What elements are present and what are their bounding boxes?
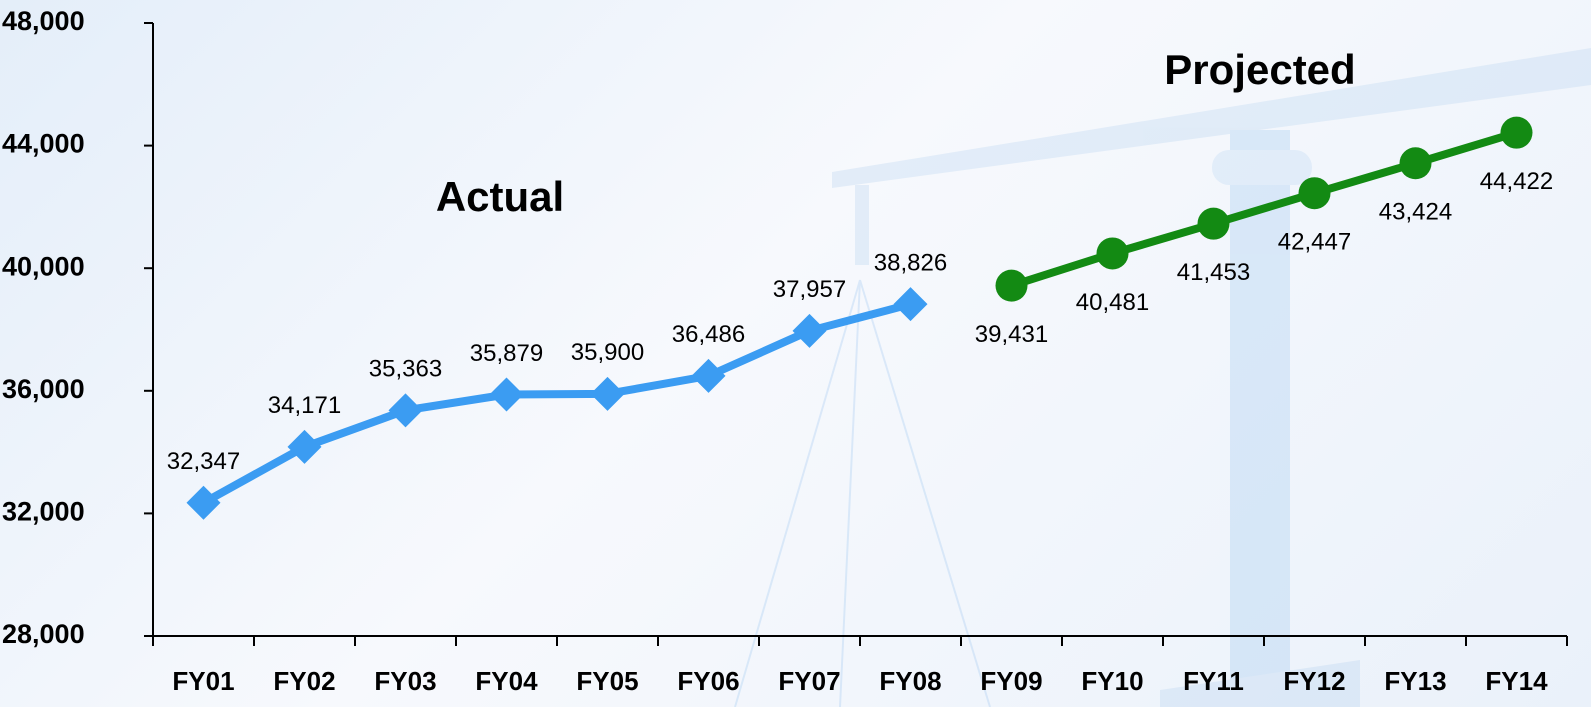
marker [1198, 208, 1230, 240]
x-tick-label: FY09 [980, 666, 1042, 696]
marker [389, 393, 423, 427]
marker [1299, 177, 1331, 209]
x-tick-label: FY12 [1283, 666, 1345, 696]
x-tick-label: FY10 [1081, 666, 1143, 696]
x-tick-label: FY04 [475, 666, 538, 696]
y-tick-label: 28,000 [2, 619, 85, 649]
data-label: 41,453 [1177, 259, 1250, 286]
marker [591, 377, 625, 411]
x-tick-label: FY06 [677, 666, 739, 696]
x-tick-label: FY03 [374, 666, 436, 696]
data-label: 36,486 [672, 321, 745, 348]
x-tick-label: FY11 [1183, 666, 1244, 696]
data-label: 43,424 [1379, 199, 1452, 226]
x-tick-label: FY08 [879, 666, 941, 696]
marker [996, 270, 1028, 302]
marker [1501, 117, 1533, 149]
data-label: 32,347 [167, 448, 240, 475]
x-tick-label: FY02 [273, 666, 335, 696]
data-label: 42,447 [1278, 229, 1351, 256]
data-label: 35,900 [571, 339, 644, 366]
data-label: 35,879 [470, 340, 543, 367]
data-label: 34,171 [268, 392, 341, 419]
marker [490, 378, 524, 412]
marker [187, 486, 221, 520]
data-label: 39,431 [975, 321, 1048, 348]
marker [793, 314, 827, 348]
marker [894, 287, 928, 321]
data-label: 44,422 [1480, 168, 1553, 195]
data-label: 37,957 [773, 276, 846, 303]
x-tick-label: FY14 [1485, 666, 1548, 696]
data-label: 40,481 [1076, 289, 1149, 316]
y-tick-label: 36,000 [2, 374, 85, 404]
y-tick-label: 40,000 [2, 251, 85, 281]
data-label: 38,826 [874, 250, 947, 277]
marker [288, 430, 322, 464]
series-label: Projected [1164, 46, 1355, 93]
series-label: Actual [436, 173, 564, 220]
marker [1097, 237, 1129, 269]
x-tick-label: FY07 [778, 666, 840, 696]
x-tick-label: FY05 [576, 666, 638, 696]
y-tick-label: 48,000 [2, 6, 85, 36]
y-tick-label: 32,000 [2, 497, 85, 527]
x-tick-label: FY13 [1384, 666, 1446, 696]
page: {"chart_data": {"type": "line", "categor… [0, 0, 1591, 707]
marker [692, 359, 726, 393]
marker [1400, 147, 1432, 179]
x-tick-label: FY01 [172, 666, 234, 696]
chart: 28,000 32,000 36,000 40,000 44,000 48,000 FY01… [0, 0, 1591, 707]
y-tick-label: 44,000 [2, 129, 85, 159]
data-label: 35,363 [369, 356, 442, 383]
